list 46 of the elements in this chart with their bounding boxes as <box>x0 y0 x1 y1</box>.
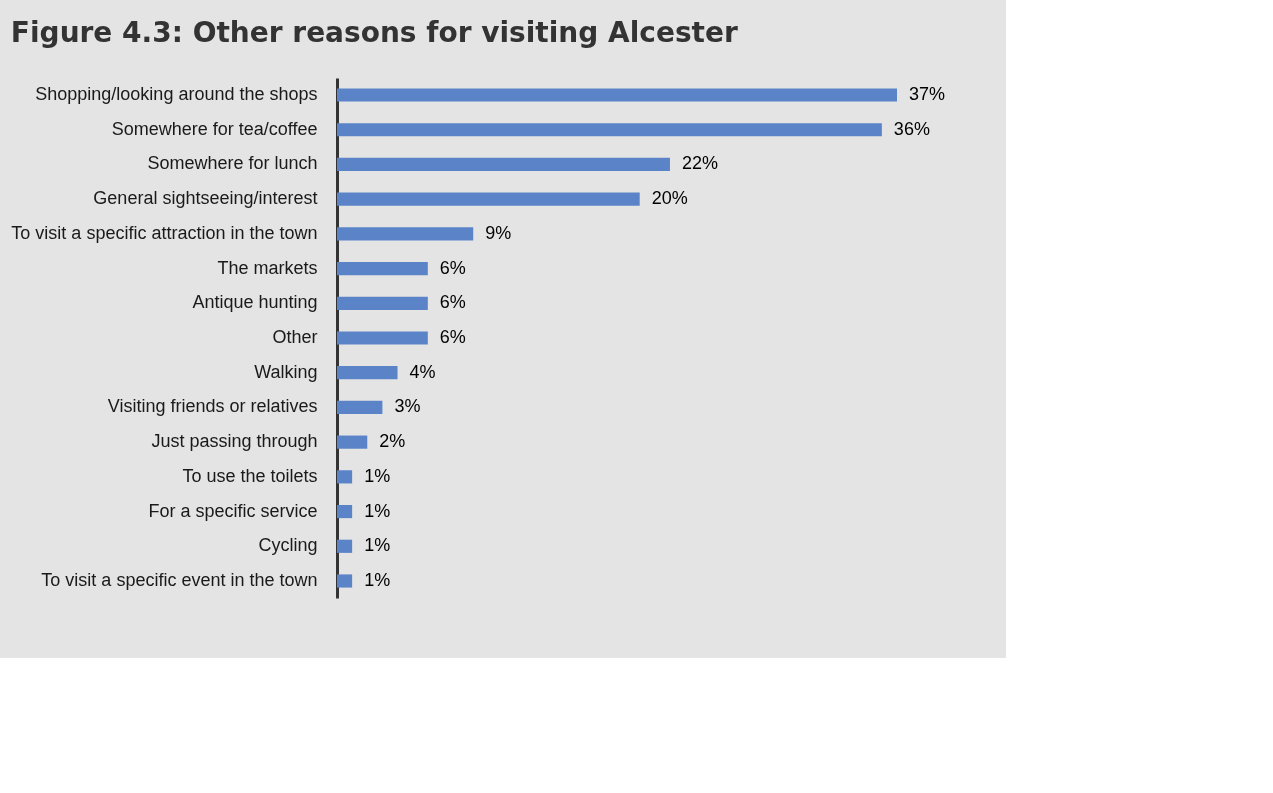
data-label: 6% <box>439 292 466 313</box>
y-tick-label: General sightseeing/interest <box>93 188 318 209</box>
data-label: 3% <box>394 396 421 417</box>
data-label: 36% <box>893 118 930 139</box>
y-tick-label: Walking <box>254 361 318 382</box>
data-label: 1% <box>364 535 391 556</box>
data-label: 37% <box>909 84 946 105</box>
bar <box>337 539 353 553</box>
bar <box>337 157 670 172</box>
bar <box>337 435 368 449</box>
data-label: 2% <box>379 431 406 452</box>
bar <box>337 123 882 137</box>
y-tick-label: Visiting friends or relatives <box>107 396 318 417</box>
data-label: 9% <box>485 222 512 243</box>
bar <box>337 574 353 588</box>
data-label: 22% <box>681 153 718 174</box>
y-tick-label: To use the toilets <box>182 465 318 486</box>
bar <box>337 227 474 241</box>
y-tick-label: For a specific service <box>148 500 318 521</box>
y-tick-label: Shopping/looking around the shops <box>35 84 318 105</box>
y-tick-label: Somewhere for tea/coffee <box>111 118 318 139</box>
data-label: 1% <box>364 569 391 590</box>
y-tick-label: The markets <box>217 257 318 278</box>
bar <box>337 504 353 519</box>
data-label: 1% <box>364 465 391 486</box>
data-label: 1% <box>364 500 391 521</box>
bar <box>337 192 640 206</box>
y-tick-label: To visit a specific attraction in the town <box>11 222 318 243</box>
bar <box>337 261 428 276</box>
data-label: 4% <box>409 361 436 382</box>
data-label: 20% <box>651 188 688 209</box>
bar <box>337 366 398 380</box>
y-tick-label: Antique hunting <box>192 292 318 313</box>
bar <box>337 331 428 345</box>
y-tick-label: Just passing through <box>151 431 318 452</box>
data-label: 6% <box>439 257 466 278</box>
bar <box>337 470 353 484</box>
bar <box>337 88 897 102</box>
data-label: 6% <box>439 327 466 347</box>
bar <box>337 400 383 415</box>
bar <box>337 296 428 310</box>
chart-title: Figure 4.3: Other reasons for visiting Alcester <box>10 16 738 49</box>
y-tick-label: To visit a specific event in the town <box>41 569 318 590</box>
y-tick-label: Other <box>272 327 318 347</box>
y-tick-label: Somewhere for lunch <box>147 153 318 174</box>
y-tick-label: Cycling <box>258 535 318 556</box>
